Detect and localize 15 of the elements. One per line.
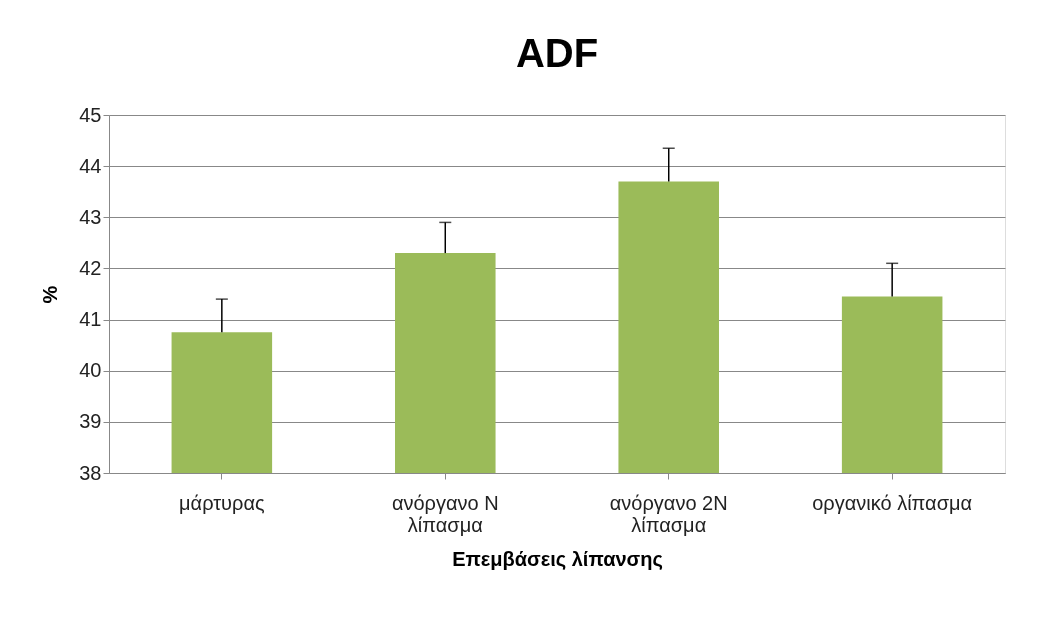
y-tick-label: 40 — [79, 359, 102, 382]
x-tick-label: ανόργανο N λίπασμα — [391, 491, 499, 536]
y-tick-label: 45 — [79, 103, 102, 126]
x-tick-label: μάρτυρας — [179, 491, 265, 514]
y-tick-label: 39 — [79, 410, 102, 433]
y-tick-label: 43 — [79, 205, 102, 228]
y-axis-title: % — [39, 285, 62, 304]
y-tick-label: 44 — [79, 154, 102, 177]
x-axis-title: Επεμβάσεις λίπανσης — [452, 547, 663, 570]
chart-title: ADF — [515, 31, 599, 75]
x-tick-label: ανόργανο 2N λίπασμα — [609, 491, 728, 536]
y-tick-label: 41 — [79, 308, 102, 331]
y-tick-label: 42 — [79, 256, 102, 279]
y-tick-label: 38 — [79, 461, 102, 484]
x-tick-label: οργανικό λίπασμα — [812, 491, 973, 514]
